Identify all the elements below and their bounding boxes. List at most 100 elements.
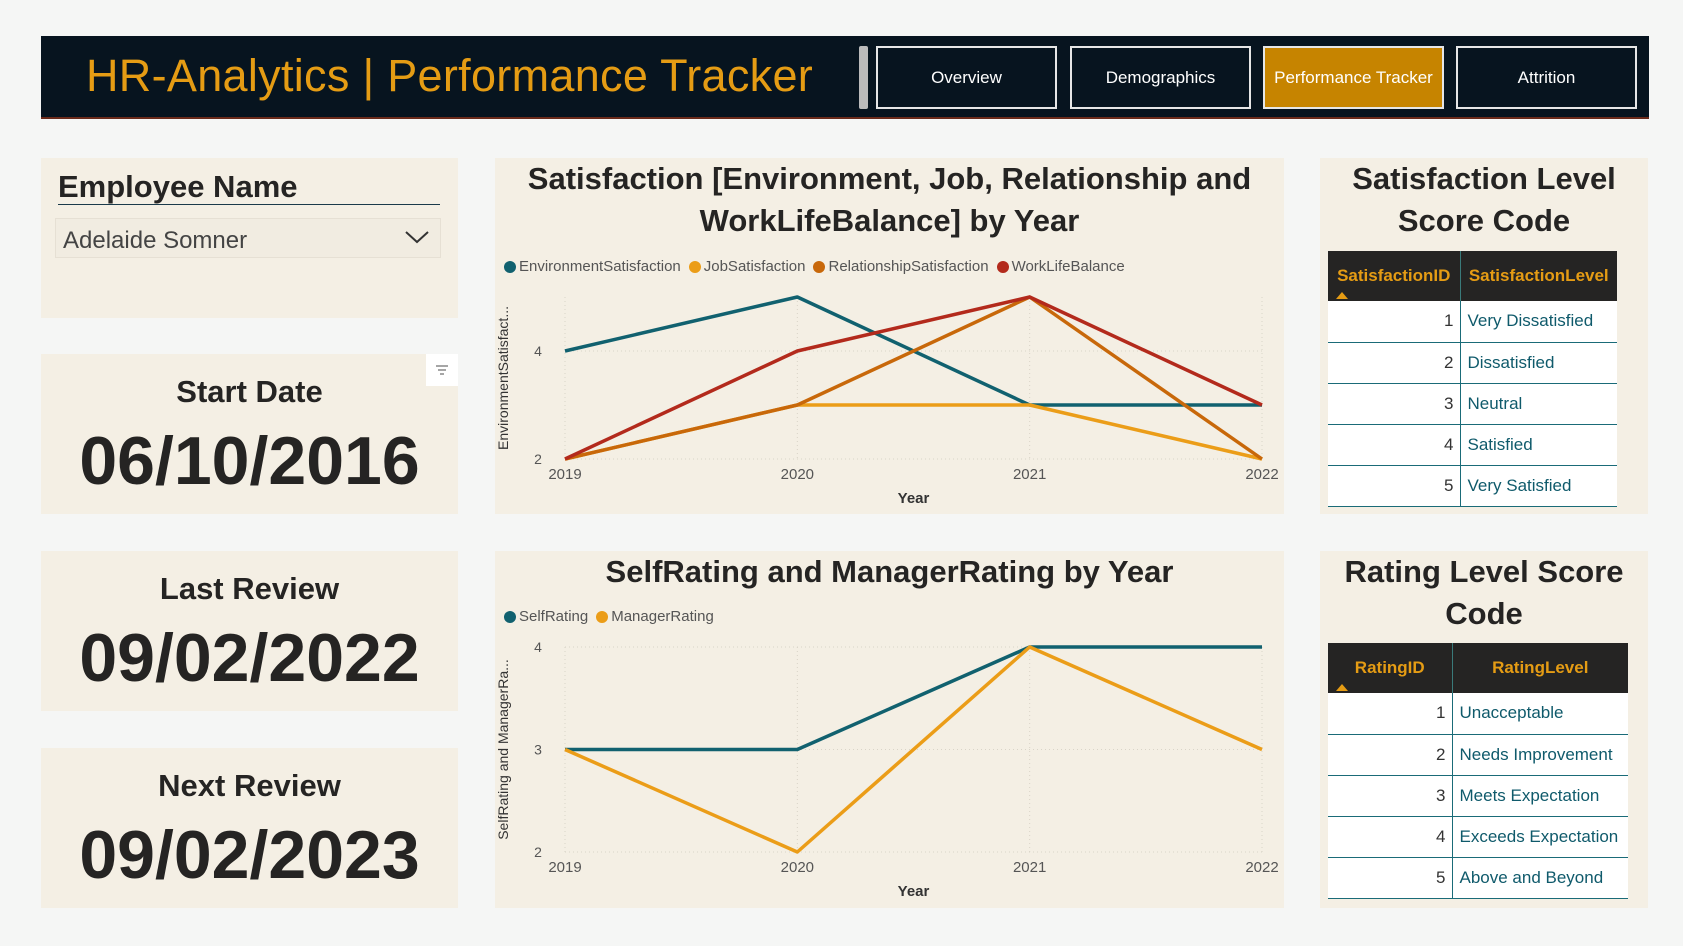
nav-demographics-button[interactable]: Demographics — [1070, 46, 1251, 109]
table-row[interactable]: 4 Exceeds Expectation — [1328, 816, 1628, 858]
slicer-label: Employee Name — [58, 169, 298, 204]
x-tick-label: 2022 — [1245, 859, 1278, 876]
start-date-value: 06/10/2016 — [79, 423, 420, 499]
header-bar: HR-Analytics | Performance Tracker Overv… — [41, 36, 1649, 119]
x-tick-label: 2020 — [781, 466, 814, 483]
legend-dot-icon — [813, 260, 826, 273]
report-title: HR-Analytics | Performance Tracker — [86, 50, 814, 101]
legend-dot-icon — [504, 610, 516, 623]
table-row[interactable]: 1 Unacceptable — [1328, 693, 1628, 735]
y-tick-label: 3 — [534, 742, 542, 758]
table-row[interactable]: 1 Very Dissatisfied — [1328, 301, 1617, 343]
rating-level-cell: Needs Improvement — [1452, 734, 1628, 776]
x-tick-label: 2022 — [1245, 466, 1278, 483]
satisfaction-id-cell: 4 — [1328, 424, 1461, 466]
x-tick-label: 2021 — [1013, 859, 1046, 876]
legend-item[interactable]: JobSatisfaction — [688, 258, 805, 275]
rating-level-cell: Meets Expectation — [1452, 775, 1628, 817]
satisfaction-line-chart: 2 4 2019 2020 2021 2022 Year EnvironmentSatisfa… — [495, 295, 1279, 507]
table-header-rating-id[interactable]: RatingID — [1328, 643, 1453, 693]
satisfaction-level-cell: Very Satisfied — [1460, 465, 1617, 507]
chevron-down-icon — [405, 231, 429, 244]
table-row[interactable]: 5 Above and Beyond — [1328, 857, 1628, 899]
satisfaction-id-cell: 1 — [1328, 301, 1461, 343]
table-row[interactable]: 4 Satisfied — [1328, 424, 1617, 466]
satisfaction-level-cell: Neutral — [1460, 383, 1617, 425]
last-review-label: Last Review — [159, 571, 340, 606]
satisfaction-code-title: Satisfaction Level Score Code — [1352, 161, 1616, 238]
rating-id-cell: 4 — [1328, 816, 1453, 858]
y-axis-title: EnvironmentSatisfact... — [495, 306, 511, 450]
table-header-satisfaction-level[interactable]: SatisfactionLevel — [1460, 251, 1617, 301]
filter-icon[interactable] — [426, 354, 458, 386]
y-tick-label: 4 — [534, 343, 542, 359]
legend-label: ManagerRating — [611, 608, 714, 625]
rating-id-cell: 2 — [1328, 734, 1453, 776]
rating-code-title: Rating Level Score Code — [1344, 554, 1624, 631]
legend-dot-icon — [996, 260, 1009, 273]
x-tick-label: 2021 — [1013, 466, 1046, 483]
rating-level-cell: Unacceptable — [1452, 693, 1628, 735]
legend-item[interactable]: RelationshipSatisfaction — [813, 258, 989, 275]
series-line — [564, 295, 1263, 461]
employee-dropdown[interactable]: Adelaide Somner — [55, 218, 441, 258]
nav-overview-button[interactable]: Overview — [876, 46, 1057, 109]
table-header-satisfaction-id[interactable]: SatisfactionID — [1328, 251, 1461, 301]
header-divider — [859, 46, 868, 109]
legend-label: RelationshipSatisfaction — [828, 258, 989, 275]
rating-chart-card: SelfRating and ManagerRating by Year Sel… — [495, 551, 1284, 908]
rating-code-card: Rating Level Score Code RatingID RatingL… — [1320, 551, 1648, 908]
y-tick-label: 4 — [534, 639, 542, 655]
table-row[interactable]: 3 Neutral — [1328, 383, 1617, 425]
satisfaction-level-cell: Dissatisfied — [1460, 342, 1617, 384]
next-review-label: Next Review — [158, 768, 341, 803]
legend-item[interactable]: SelfRating — [504, 608, 588, 625]
satisfaction-code-card: Satisfaction Level Score Code Satisfacti… — [1320, 158, 1648, 514]
legend-label: EnvironmentSatisfaction — [519, 258, 681, 275]
rating-id-cell: 3 — [1328, 775, 1453, 817]
x-tick-label: 2019 — [548, 859, 581, 876]
rating-id-cell: 5 — [1328, 857, 1453, 899]
series-line — [564, 403, 1263, 461]
satisfaction-code-table: SatisfactionID SatisfactionLevel 1 Very D… — [1328, 251, 1617, 507]
legend-label: WorkLifeBalance — [1011, 258, 1125, 275]
last-review-card: Last Review 09/02/2022 — [41, 551, 458, 711]
sort-ascending-icon — [1336, 684, 1348, 691]
series-line — [565, 645, 1262, 752]
rating-level-cell: Above and Beyond — [1452, 857, 1628, 899]
start-date-card: Start Date 06/10/2016 — [41, 354, 458, 514]
y-tick-label: 2 — [534, 451, 542, 467]
satisfaction-chart-title: Satisfaction [Environment, Job, Relation… — [527, 161, 1252, 238]
legend-label: SelfRating — [519, 608, 589, 625]
rating-level-cell: Exceeds Expectation — [1452, 816, 1628, 858]
legend-item[interactable]: ManagerRating — [596, 608, 714, 625]
rating-code-table: RatingID RatingLevel 1 Unacceptable 2 Needs… — [1328, 643, 1628, 899]
table-row[interactable]: 3 Meets Expectation — [1328, 775, 1628, 817]
table-header-rating-level[interactable]: RatingLevel — [1452, 643, 1628, 693]
last-review-value: 09/02/2022 — [79, 620, 420, 696]
series-line — [564, 645, 1263, 854]
nav-performance-tracker-button[interactable]: Performance Tracker — [1263, 46, 1444, 109]
next-review-card: Next Review 09/02/2023 — [41, 748, 458, 908]
nav-attrition-button[interactable]: Attrition — [1456, 46, 1637, 109]
start-date-label: Start Date — [176, 374, 323, 409]
rating-id-cell: 1 — [1328, 693, 1453, 735]
legend-item[interactable]: EnvironmentSatisfaction — [504, 258, 681, 275]
satisfaction-id-cell: 3 — [1328, 383, 1461, 425]
legend-item[interactable]: WorkLifeBalance — [996, 258, 1125, 275]
rating-line-chart: 2 3 4 2019 2020 2021 2022 Year SelfRating and Ma… — [495, 639, 1279, 900]
slicer-underline — [58, 204, 440, 205]
sort-ascending-icon — [1336, 292, 1348, 299]
y-tick-label: 2 — [534, 844, 542, 860]
legend-dot-icon — [504, 260, 516, 273]
table-row[interactable]: 5 Very Satisfied — [1328, 465, 1617, 507]
satisfaction-level-cell: Very Dissatisfied — [1460, 301, 1617, 343]
rating-chart-title: SelfRating and ManagerRating by Year — [605, 554, 1174, 589]
x-axis-title: Year — [898, 490, 930, 507]
table-row[interactable]: 2 Dissatisfied — [1328, 342, 1617, 384]
x-tick-label: 2020 — [781, 859, 814, 876]
table-row[interactable]: 2 Needs Improvement — [1328, 734, 1628, 776]
x-tick-label: 2019 — [548, 466, 581, 483]
x-axis-title: Year — [898, 883, 930, 900]
